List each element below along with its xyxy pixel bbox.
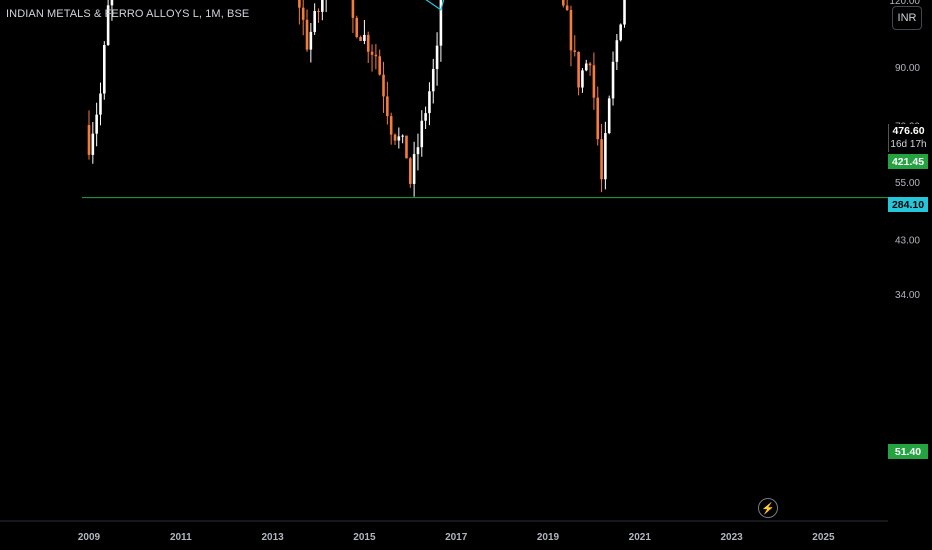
candle-body xyxy=(374,54,378,57)
candle-body xyxy=(317,11,320,13)
candle-body xyxy=(363,34,366,41)
candle-body xyxy=(439,0,443,46)
candle-body xyxy=(87,124,91,155)
candle-body xyxy=(397,136,401,141)
candle-body xyxy=(378,56,381,75)
x-tick-label: 2011 xyxy=(170,532,192,543)
candle-body xyxy=(103,45,106,94)
candle-body xyxy=(301,7,305,20)
candle-body xyxy=(623,0,626,25)
candle-body xyxy=(382,74,385,97)
y-tick-label: 43.00 xyxy=(895,235,920,246)
candle-body xyxy=(355,17,359,38)
candle-body xyxy=(386,96,389,117)
candle-body xyxy=(573,50,577,52)
candle-body xyxy=(592,65,596,98)
candle-body xyxy=(428,91,431,114)
bar-countdown: 16d 17h xyxy=(890,139,927,150)
candle-body xyxy=(420,120,424,148)
y-tick-label: 90.00 xyxy=(895,63,920,74)
candle-body xyxy=(584,63,588,71)
candle-body xyxy=(615,40,619,62)
x-tick-label: 2009 xyxy=(78,532,101,543)
candle-body xyxy=(366,34,370,52)
last-price-tag: 476.60 16d 17h xyxy=(888,124,928,152)
candle-body xyxy=(424,113,427,121)
candle-body xyxy=(321,0,324,12)
candle-body xyxy=(435,45,439,69)
x-tick-label: 2015 xyxy=(353,532,376,543)
y-tick-label: 55.00 xyxy=(895,178,920,189)
y-tick-label: 34.00 xyxy=(895,290,920,301)
x-tick-label: 2013 xyxy=(261,532,284,543)
candle-body xyxy=(305,19,309,50)
candle-body xyxy=(600,139,603,180)
x-tick-label: 2021 xyxy=(629,532,652,543)
moving-average-line xyxy=(425,0,445,11)
candle-body xyxy=(351,0,355,18)
candle-body xyxy=(562,0,565,6)
candle-body xyxy=(412,154,416,184)
candle-body xyxy=(581,70,584,88)
candle-body xyxy=(607,98,611,134)
candle-body xyxy=(565,5,569,11)
candle-body xyxy=(359,37,362,41)
currency-button[interactable]: INR xyxy=(892,6,922,30)
candle-body xyxy=(431,68,435,92)
candle-body xyxy=(389,116,393,135)
candle-body xyxy=(110,0,114,6)
candle-body xyxy=(604,133,607,180)
candle-body xyxy=(298,0,301,8)
x-tick-label: 2023 xyxy=(720,532,743,543)
candle-body xyxy=(91,133,95,155)
candle-body xyxy=(99,93,102,115)
last-price-value: 476.60 xyxy=(892,125,925,137)
y-tick-label: 120.00 xyxy=(889,0,920,7)
candle-body xyxy=(393,134,397,141)
candle-body xyxy=(405,135,408,159)
candle-body xyxy=(588,63,592,66)
chart-title: INDIAN METALS & FERRO ALLOYS L, 1M, BSE xyxy=(6,8,250,20)
candle-body xyxy=(401,135,404,137)
candle-body xyxy=(596,97,600,140)
x-tick-label: 2019 xyxy=(537,532,560,543)
candle-body xyxy=(611,61,615,99)
candle-body xyxy=(95,114,98,134)
candle-body xyxy=(313,11,316,32)
candle-body xyxy=(409,158,412,184)
candle-body xyxy=(416,147,420,155)
x-tick-label: 2017 xyxy=(445,532,468,543)
level-low-tag: 51.40 xyxy=(888,444,928,459)
level-high-tag: 421.45 xyxy=(888,154,928,169)
candle-body xyxy=(569,10,573,51)
x-tick-label: 2025 xyxy=(812,532,835,543)
lightning-bolt-icon[interactable]: ⚡ xyxy=(758,498,778,518)
candle-body xyxy=(619,24,622,41)
candle-body xyxy=(370,51,374,55)
candle-body xyxy=(577,51,580,88)
moving-average-tag: 284.10 xyxy=(888,197,928,212)
candle-body xyxy=(309,31,313,50)
candle-body xyxy=(106,5,110,46)
